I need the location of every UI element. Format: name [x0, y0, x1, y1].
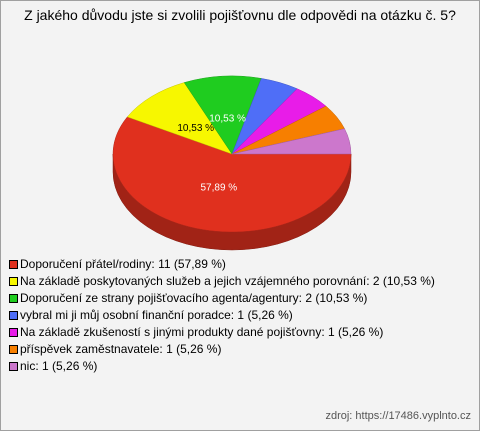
legend-item: Na základě zkušeností s jinými produkty … [9, 324, 471, 340]
legend-label: Doporučení přátel/rodiny: 11 (57,89 %) [20, 257, 226, 271]
legend-item: Na základě poskytovaných služeb a jejich… [9, 273, 471, 289]
slice [112, 116, 352, 233]
legend-label: Doporučení ze strany pojišťovacího agent… [20, 291, 368, 305]
chart-title: Z jakého důvodu jste si zvolili pojišťov… [24, 7, 456, 23]
legend-item: Doporučení ze strany pojišťovacího agent… [9, 290, 471, 306]
legend-item: vybral mi ji můj osobní finanční poradce… [9, 307, 471, 323]
slice-label: 10,53 % [177, 123, 214, 134]
legend-label: příspěvek zaměstnavatele: 1 (5,26 %) [20, 342, 222, 356]
legend-swatch [9, 260, 18, 269]
legend-label: Na základě poskytovaných služeb a jejich… [20, 274, 435, 288]
legend-swatch [9, 328, 18, 337]
legend-label: nic: 1 (5,26 %) [20, 359, 98, 373]
legend-label: Na základě zkušeností s jinými produkty … [20, 325, 384, 339]
slice [231, 128, 352, 155]
legend-swatch [9, 294, 18, 303]
legend-swatch [9, 345, 18, 354]
slice-label: 10,53 % [209, 114, 246, 125]
legend-swatch [9, 277, 18, 286]
legend-swatch [9, 311, 18, 320]
legend-item: nic: 1 (5,26 %) [9, 358, 471, 374]
legend-item: příspěvek zaměstnavatele: 1 (5,26 %) [9, 341, 471, 357]
legend: Doporučení přátel/rodiny: 11 (57,89 %) Na… [9, 256, 471, 375]
slice [183, 75, 262, 155]
legend-label: vybral mi ji můj osobní finanční poradce… [20, 308, 293, 322]
slice [126, 82, 233, 155]
slice-label: 57,89 % [201, 183, 238, 194]
source: zdroj: https://17486.vyplnto.cz [325, 410, 471, 422]
pie-chart: 57,89 % 10,53 %10,53 % [112, 75, 352, 251]
legend-swatch [9, 362, 18, 371]
legend-item: Doporučení přátel/rodiny: 11 (57,89 %) [9, 256, 471, 272]
